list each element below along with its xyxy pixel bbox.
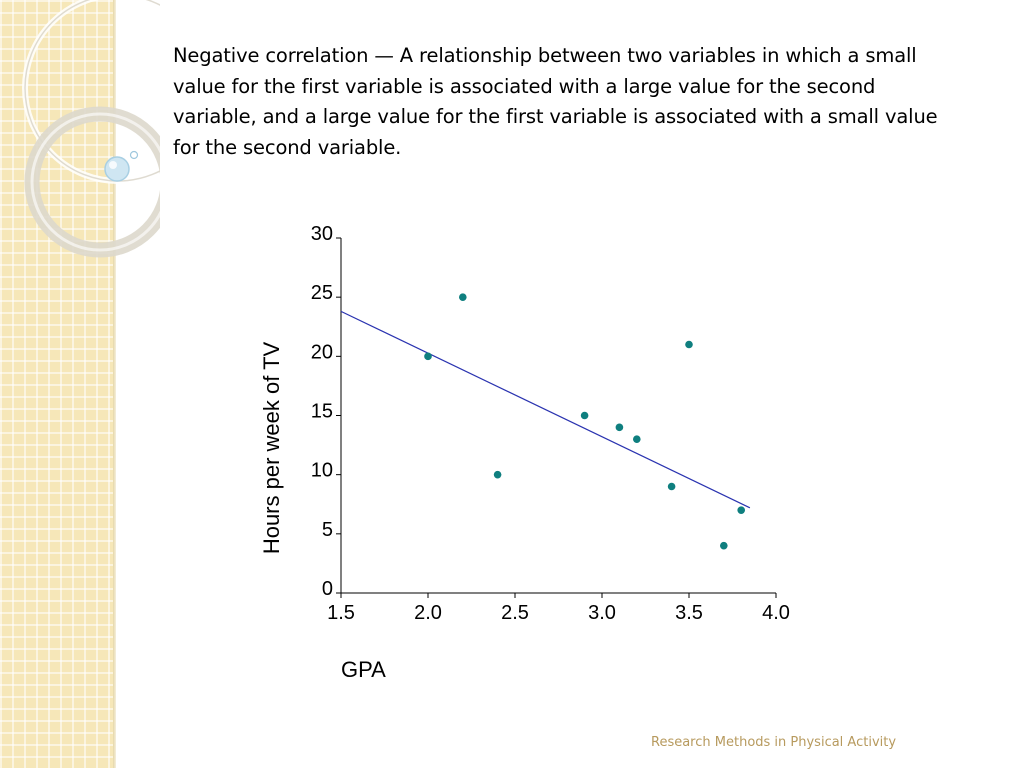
decorative-rings xyxy=(22,0,160,258)
footer-text: Research Methods in Physical Activity xyxy=(651,735,897,750)
data-point xyxy=(580,411,589,420)
y-tick-label: 15 xyxy=(311,401,333,423)
data-point xyxy=(459,293,467,301)
x-tick-label: 4.0 xyxy=(762,602,790,624)
data-point xyxy=(667,482,676,491)
data-point xyxy=(615,423,624,432)
definition-text: Negative correlation — A relationship be… xyxy=(173,44,938,160)
trendline-group xyxy=(340,310,751,509)
x-tick-label: 3.5 xyxy=(675,602,703,624)
trendline xyxy=(340,310,751,509)
y-tick-label: 0 xyxy=(322,578,333,600)
sidebar-edge xyxy=(113,0,116,768)
data-point xyxy=(720,541,728,550)
x-tick-label: 2.5 xyxy=(501,602,529,624)
y-tick-label: 30 xyxy=(311,223,333,245)
y-tick-label: 10 xyxy=(311,460,333,482)
y-tick-label: 20 xyxy=(311,341,333,363)
chart-axes: 1.5 2.0 2.5 3.0 3.5 4.0 0 5 10 15 20 25 30 xyxy=(311,223,790,624)
data-point xyxy=(424,352,432,361)
scatter-chart: 1.5 2.0 2.5 3.0 3.5 4.0 0 5 10 15 20 25 30 GPA Hours… xyxy=(259,223,790,682)
data-points xyxy=(424,293,745,550)
data-point xyxy=(633,435,641,443)
x-tick-label: 3.0 xyxy=(588,602,616,624)
y-axis-label: Hours per week of TV xyxy=(259,342,284,555)
x-axis-label: GPA xyxy=(341,657,386,682)
y-tick-label: 25 xyxy=(311,282,333,304)
y-tick-label: 5 xyxy=(322,519,333,541)
data-point xyxy=(493,470,502,479)
x-tick-label: 2.0 xyxy=(414,602,442,624)
data-point xyxy=(737,506,745,514)
x-tick-label: 1.5 xyxy=(327,602,355,624)
data-point xyxy=(685,340,693,349)
